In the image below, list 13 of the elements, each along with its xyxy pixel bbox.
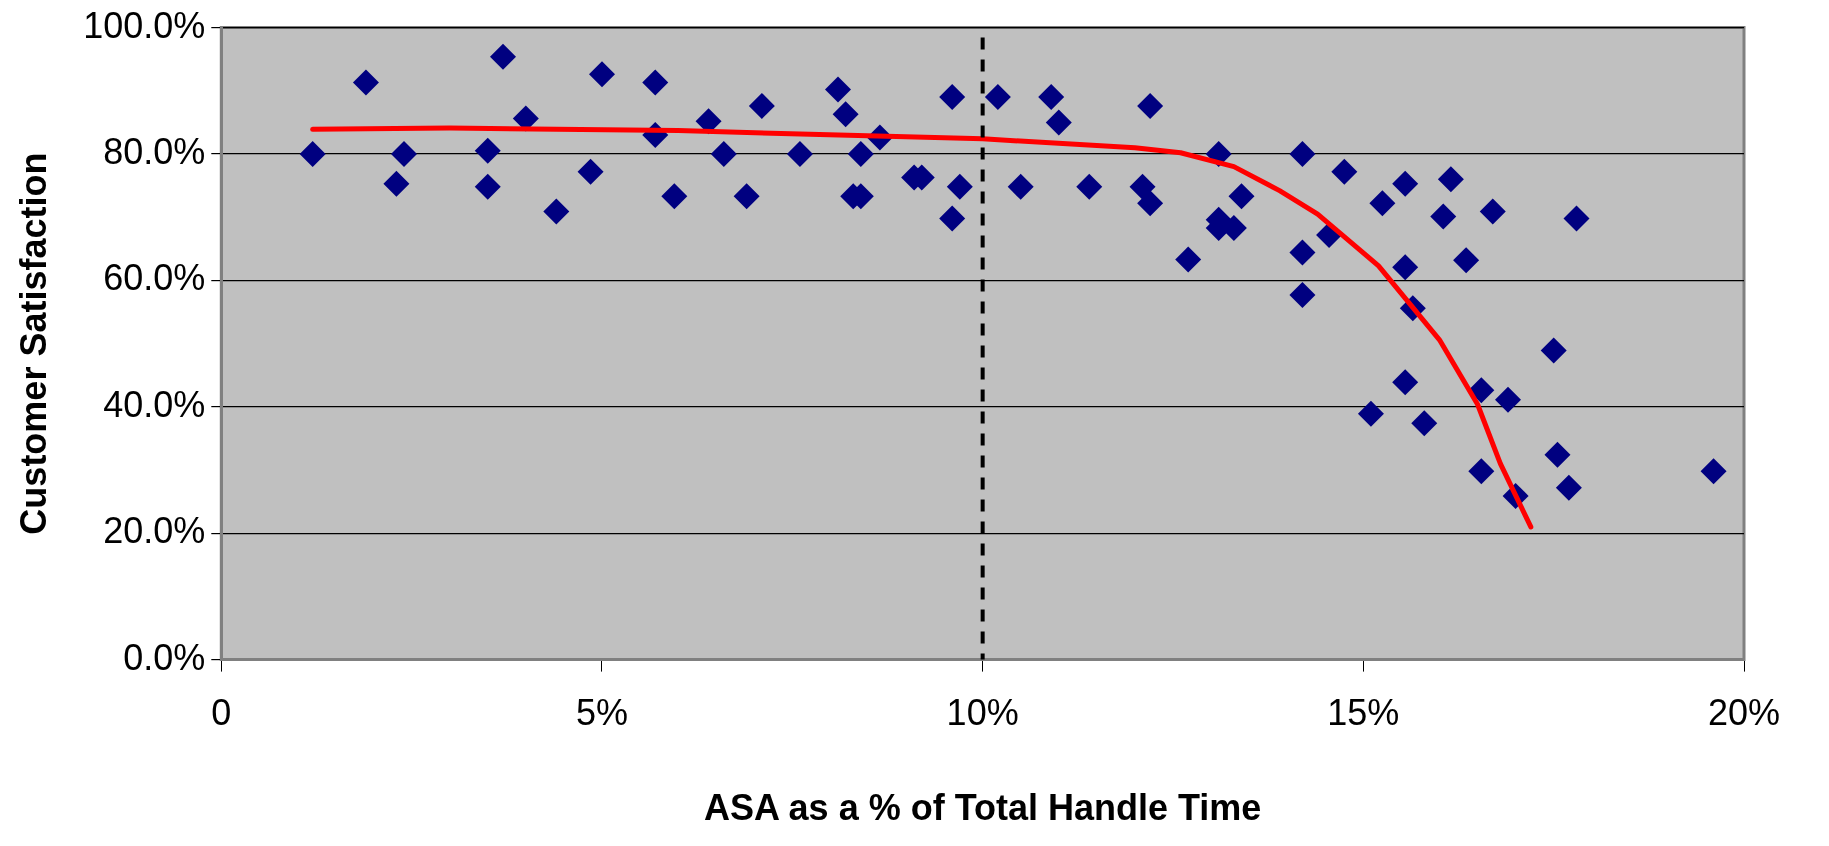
x-tick-label: 10% (946, 692, 1019, 734)
y-axis-title: Customer Satisfaction (12, 152, 54, 535)
y-tick-label: 0.0% (123, 636, 206, 678)
y-tick-label: 60.0% (103, 257, 206, 299)
y-tick-label: 20.0% (103, 510, 206, 552)
x-tick-label: 15% (1327, 692, 1400, 734)
x-tick-label: 5% (575, 692, 628, 734)
x-axis-title: ASA as a % of Total Handle Time (703, 787, 1262, 829)
y-tick-label: 80.0% (103, 130, 206, 172)
x-tick-label: 0 (211, 692, 232, 734)
y-tick-label: 100.0% (83, 4, 206, 46)
y-tick-label: 40.0% (103, 383, 206, 425)
x-tick-label: 20% (1707, 692, 1781, 734)
